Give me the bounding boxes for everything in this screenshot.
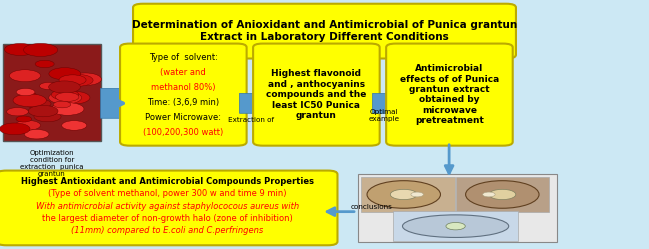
Text: (11mm) compared to E.coli and C.perfringens: (11mm) compared to E.coli and C.perfring… [71, 226, 263, 236]
Circle shape [59, 75, 86, 85]
Circle shape [51, 103, 84, 115]
Circle shape [56, 91, 90, 104]
Circle shape [0, 123, 30, 135]
FancyBboxPatch shape [456, 177, 549, 212]
Ellipse shape [367, 181, 441, 208]
Circle shape [5, 44, 36, 56]
FancyBboxPatch shape [3, 44, 101, 141]
Circle shape [49, 91, 82, 104]
Circle shape [24, 129, 49, 139]
Circle shape [34, 111, 61, 122]
Text: With antimicrobial activity against staphylococous aureus with: With antimicrobial activity against stap… [36, 201, 299, 211]
Circle shape [49, 81, 80, 93]
Text: Type of  solvent:: Type of solvent: [149, 53, 218, 62]
Circle shape [446, 222, 465, 230]
Circle shape [49, 68, 80, 80]
Circle shape [53, 101, 71, 108]
Text: Determination of Anioxidant and Antimicrobial of Punica grantun
Extract in Labor: Determination of Anioxidant and Antimicr… [132, 20, 517, 42]
Circle shape [13, 94, 46, 107]
Circle shape [489, 189, 516, 200]
Text: Highest flavonoid
and , anthocyanins
compounds and the
least IC50 Punica
grantun: Highest flavonoid and , anthocyanins com… [266, 69, 367, 120]
Text: the largest diameter of non-growth halo (zone of inhibition): the largest diameter of non-growth halo … [42, 214, 293, 223]
Circle shape [10, 70, 40, 82]
Circle shape [62, 121, 87, 130]
Text: Extraction of: Extraction of [228, 117, 274, 123]
Text: (100,200,300 watt): (100,200,300 watt) [143, 128, 223, 137]
Circle shape [69, 73, 101, 85]
FancyBboxPatch shape [253, 44, 380, 146]
Text: Antimicrobial
effects of of Punica
grantun extract
obtained by
microwave
pretrea: Antimicrobial effects of of Punica grant… [400, 64, 499, 125]
Ellipse shape [465, 181, 539, 208]
Circle shape [26, 99, 51, 109]
Circle shape [411, 192, 423, 197]
Circle shape [16, 116, 32, 122]
Circle shape [6, 108, 29, 116]
Circle shape [40, 82, 58, 89]
Text: Highest Antioxidant and Antimicrobial Compounds Properties: Highest Antioxidant and Antimicrobial Co… [21, 177, 313, 186]
Circle shape [23, 43, 58, 57]
Circle shape [51, 89, 79, 100]
Text: conclusions: conclusions [350, 204, 392, 210]
Circle shape [16, 88, 35, 96]
FancyBboxPatch shape [386, 44, 513, 146]
FancyBboxPatch shape [393, 211, 518, 241]
Text: Optimal
example: Optimal example [369, 109, 400, 122]
Text: methanol 80%): methanol 80%) [151, 83, 215, 92]
Circle shape [35, 60, 54, 68]
FancyBboxPatch shape [0, 171, 337, 245]
Text: Power Microwave:: Power Microwave: [145, 113, 221, 122]
Text: (Type of solvent methanol, power 300 w and time 9 min): (Type of solvent methanol, power 300 w a… [48, 189, 286, 198]
Text: (water and: (water and [160, 67, 206, 77]
Circle shape [20, 92, 36, 98]
Polygon shape [373, 93, 401, 113]
Circle shape [55, 92, 79, 101]
Circle shape [29, 105, 58, 117]
Polygon shape [101, 88, 130, 118]
Text: Time: (3,6,9 min): Time: (3,6,9 min) [147, 98, 219, 107]
Circle shape [390, 189, 417, 200]
FancyBboxPatch shape [358, 174, 557, 242]
Text: Optimization
condition for
extraction  punica
grantun: Optimization condition for extraction pu… [20, 150, 84, 177]
FancyBboxPatch shape [120, 44, 247, 146]
Circle shape [483, 192, 495, 197]
Circle shape [62, 74, 93, 86]
Polygon shape [239, 93, 268, 113]
Ellipse shape [402, 215, 509, 238]
FancyBboxPatch shape [133, 4, 516, 59]
Circle shape [15, 121, 40, 130]
FancyBboxPatch shape [361, 177, 455, 212]
